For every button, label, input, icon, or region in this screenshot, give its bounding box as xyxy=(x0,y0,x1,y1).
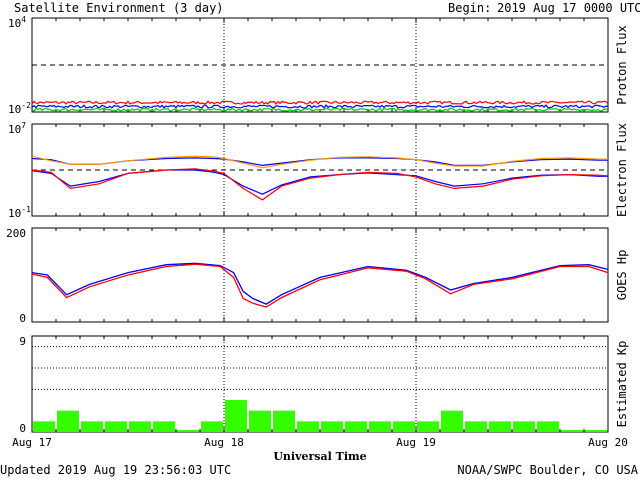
kp-bar xyxy=(345,421,367,432)
kp-bar xyxy=(249,410,271,432)
panel-hp: 200 0 GOES Hp xyxy=(6,227,629,325)
kp-bar xyxy=(81,421,103,432)
kp-bar xyxy=(561,430,583,432)
x-axis-title: Universal Time xyxy=(273,450,366,463)
y-axis-label: Electron Flux xyxy=(615,123,629,217)
series-line-1 xyxy=(31,155,608,169)
kp-bar xyxy=(273,410,295,432)
kp-bar xyxy=(153,421,175,432)
y-tick-label: 9 xyxy=(19,335,26,348)
kp-bar xyxy=(537,421,559,432)
updated-timestamp: Updated 2019 Aug 19 23:56:03 UTC xyxy=(0,463,231,477)
kp-bar xyxy=(585,430,607,432)
y-tick-label: 0 xyxy=(19,312,26,325)
credit-label: NOAA/SWPC Boulder, CO USA xyxy=(457,463,638,477)
kp-bar xyxy=(513,421,535,432)
kp-bar xyxy=(33,421,55,432)
y-axis-label: Estimated Kp xyxy=(615,341,629,428)
kp-bar xyxy=(489,421,511,432)
kp-bar xyxy=(465,421,487,432)
y-axis-label: Proton Flux xyxy=(615,25,629,104)
kp-bar xyxy=(177,430,199,432)
chart-title: Satellite Environment (3 day) xyxy=(14,1,224,15)
panels: 104 10-2 Proton Flux 107 10-1 Electron Flux 20… xyxy=(6,15,629,435)
series-line-3 xyxy=(31,168,609,201)
kp-bar xyxy=(105,421,127,432)
y-tick-label: 10-2 xyxy=(8,101,31,116)
kp-bar xyxy=(129,421,151,432)
series-line-1 xyxy=(31,263,609,308)
panel-kp: 9 0 Estimated Kp xyxy=(19,335,629,435)
y-tick-label: 200 xyxy=(6,227,26,240)
x-tick-label: Aug 19 xyxy=(396,436,436,449)
kp-bar xyxy=(225,400,247,432)
x-tick-label: Aug 17 xyxy=(12,436,52,449)
kp-bar xyxy=(201,421,223,432)
panel-electron: 107 10-1 Electron Flux xyxy=(8,121,629,220)
y-tick-label: 104 xyxy=(8,15,26,30)
kp-bar xyxy=(57,410,79,432)
kp-bar xyxy=(441,410,463,432)
x-tick-label: Aug 18 xyxy=(204,436,244,449)
series-blue xyxy=(31,104,609,109)
y-axis-label: GOES Hp xyxy=(615,250,629,301)
series-red xyxy=(31,100,609,105)
y-tick-label: 0 xyxy=(19,422,26,435)
panel-proton: 104 10-2 Proton Flux xyxy=(8,15,629,116)
series-green xyxy=(31,107,609,112)
x-axis-labels: Aug 17 Aug 18 Aug 19 Aug 20 xyxy=(12,436,628,449)
y-tick-label: 10-1 xyxy=(8,205,31,220)
panel-frame xyxy=(31,335,609,433)
kp-bar xyxy=(297,421,319,432)
y-tick-label: 107 xyxy=(8,121,26,136)
kp-bar xyxy=(393,421,415,432)
begin-label: Begin: xyxy=(448,1,491,15)
series-line-0 xyxy=(31,262,609,305)
kp-bar xyxy=(321,421,343,432)
x-tick-label: Aug 20 xyxy=(588,436,628,449)
begin-value: 2019 Aug 17 0000 UTC xyxy=(497,1,640,15)
kp-bar xyxy=(369,421,391,432)
kp-bar xyxy=(417,421,439,432)
